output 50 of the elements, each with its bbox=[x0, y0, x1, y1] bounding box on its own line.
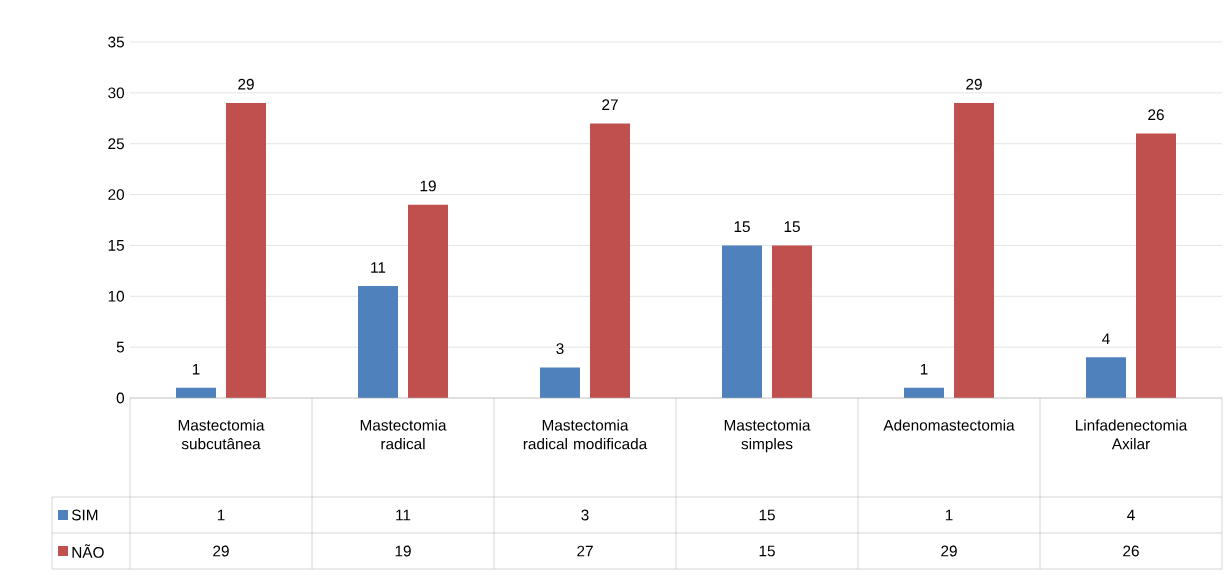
bar bbox=[1086, 357, 1127, 399]
text: 29 bbox=[966, 78, 982, 90]
y-tick-label: 30 bbox=[108, 87, 125, 99]
data-label: 15 bbox=[759, 545, 775, 557]
text: 4 bbox=[1102, 333, 1110, 344]
text: 15 bbox=[784, 221, 800, 233]
data-label: 19 bbox=[395, 545, 411, 557]
bar bbox=[722, 245, 763, 399]
bar bbox=[226, 103, 267, 399]
text: 26 bbox=[1148, 109, 1164, 121]
data-label: 26 bbox=[1123, 545, 1139, 557]
text: 1 bbox=[920, 363, 928, 375]
bar bbox=[408, 204, 448, 399]
data-label: 1 bbox=[217, 509, 225, 521]
y-tick-label: 20 bbox=[108, 189, 125, 200]
y-tick-label: 5 bbox=[116, 341, 124, 353]
data-label: 15 bbox=[759, 509, 775, 521]
data-label: 11 bbox=[396, 509, 411, 521]
text: 27 bbox=[602, 99, 618, 110]
y-tick-label: 25 bbox=[108, 138, 124, 150]
data-label: 3 bbox=[581, 509, 589, 521]
data-label: 27 bbox=[577, 545, 593, 557]
bar bbox=[590, 123, 631, 399]
y-tick-label: 15 bbox=[108, 240, 124, 251]
y-tick-label: 0 bbox=[116, 392, 125, 404]
bar bbox=[1136, 133, 1177, 399]
x-tick-label: Linfadenectomia Axilar bbox=[1076, 419, 1188, 450]
x-tick-label: Mastectomia radical bbox=[360, 419, 447, 450]
x-tick-label: Mastectomia simples bbox=[724, 419, 811, 453]
x-tick-label: Mastectomia radical modificada bbox=[523, 419, 648, 450]
text: 3 bbox=[556, 343, 564, 355]
data-label: 29 bbox=[941, 545, 957, 557]
data-label: 1 bbox=[945, 509, 953, 521]
bar bbox=[358, 286, 399, 399]
text: 15 bbox=[734, 221, 750, 233]
y-tick-label: 35 bbox=[108, 36, 124, 48]
bar bbox=[540, 367, 581, 399]
x-tick-label: Adenomastectomia bbox=[883, 419, 1015, 431]
data-label: 4 bbox=[1127, 509, 1135, 521]
bar bbox=[954, 103, 995, 399]
x-tick-label: Mastectomia subcutânea bbox=[178, 419, 265, 450]
legend-label: SIM bbox=[71, 509, 98, 521]
legend-label: NÃO bbox=[72, 544, 104, 558]
y-tick-label: 10 bbox=[108, 290, 125, 302]
text: 29 bbox=[238, 78, 254, 90]
text: 11 bbox=[371, 262, 386, 273]
text: 19 bbox=[420, 180, 436, 192]
text: 1 bbox=[192, 363, 200, 375]
data-label: 29 bbox=[213, 545, 229, 557]
bar bbox=[772, 245, 813, 399]
